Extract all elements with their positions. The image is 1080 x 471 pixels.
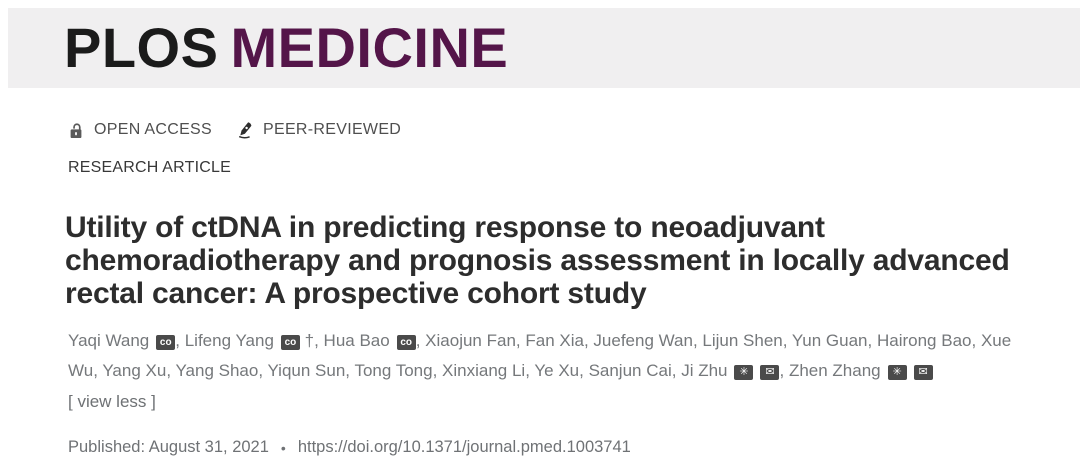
author-name[interactable]: Xue Wu [68, 331, 1012, 380]
article-title: Utility of ctDNA in predicting response … [65, 211, 1010, 310]
dagger-mark: † [299, 331, 315, 350]
email-icon[interactable]: ✉ [913, 365, 933, 380]
plos-medicine-logo[interactable]: PLOS MEDICINE [64, 20, 508, 76]
corresponding-icon[interactable]: ✳ [734, 365, 754, 380]
author-name[interactable]: Juefeng Wan [593, 331, 693, 350]
author-name[interactable]: Yang Xu [102, 361, 167, 380]
equal-contribution-icon[interactable]: co [280, 335, 300, 350]
author-name[interactable]: Xinxiang Li [442, 361, 526, 380]
author-name[interactable]: Hua Bao [323, 331, 390, 350]
view-less-link[interactable]: [ view less ] [68, 392, 156, 411]
author-name[interactable]: Yun Guan [791, 331, 868, 350]
author-name[interactable]: Ye Xu [534, 361, 580, 380]
author-name[interactable]: Fan Xia [525, 331, 584, 350]
author-name[interactable]: Lijun Shen [702, 331, 783, 350]
separator-dot-icon: • [280, 439, 286, 456]
article-meta-bar: OPEN ACCESS PEER-REVIEWED [68, 121, 1080, 139]
plos-wordmark: PLOS [64, 16, 219, 79]
author-name[interactable]: Yiqun Sun [267, 361, 346, 380]
medicine-wordmark: MEDICINE [230, 16, 509, 79]
article-type-label: RESEARCH ARTICLE [68, 159, 231, 176]
open-lock-icon [68, 122, 84, 139]
author-list: Yaqi Wang co, Lifeng Yang co †, Hua Bao co,… [68, 331, 1012, 380]
author-name[interactable]: Sanjun Cai [588, 361, 672, 380]
open-access-label: OPEN ACCESS [94, 121, 213, 138]
author-name[interactable]: Zhen Zhang [788, 361, 881, 380]
author-name[interactable]: Xiaojun Fan [425, 331, 516, 350]
doi-link[interactable]: https://doi.org/10.1371/journal.pmed.100… [297, 438, 631, 456]
equal-contribution-icon[interactable]: co [156, 335, 176, 350]
peer-reviewed-label: PEER-REVIEWED [263, 121, 402, 138]
author-name[interactable]: Tong Tong [354, 361, 433, 380]
author-name[interactable]: Hairong Bao [876, 331, 972, 350]
email-icon[interactable]: ✉ [760, 365, 780, 380]
published-row: Published: August 31, 2021 • https://doi… [68, 438, 1080, 457]
corresponding-icon[interactable]: ✳ [887, 365, 907, 380]
author-name[interactable]: Yang Shao [175, 361, 259, 380]
author-name[interactable]: Ji Zhu [681, 361, 728, 380]
equal-contribution-icon[interactable]: co [396, 335, 416, 350]
author-name[interactable]: Lifeng Yang [184, 331, 274, 350]
pen-icon [236, 121, 253, 139]
journal-masthead: PLOS MEDICINE [8, 8, 1080, 88]
published-date: Published: August 31, 2021 [68, 438, 269, 456]
author-name[interactable]: Yaqi Wang [68, 331, 150, 350]
